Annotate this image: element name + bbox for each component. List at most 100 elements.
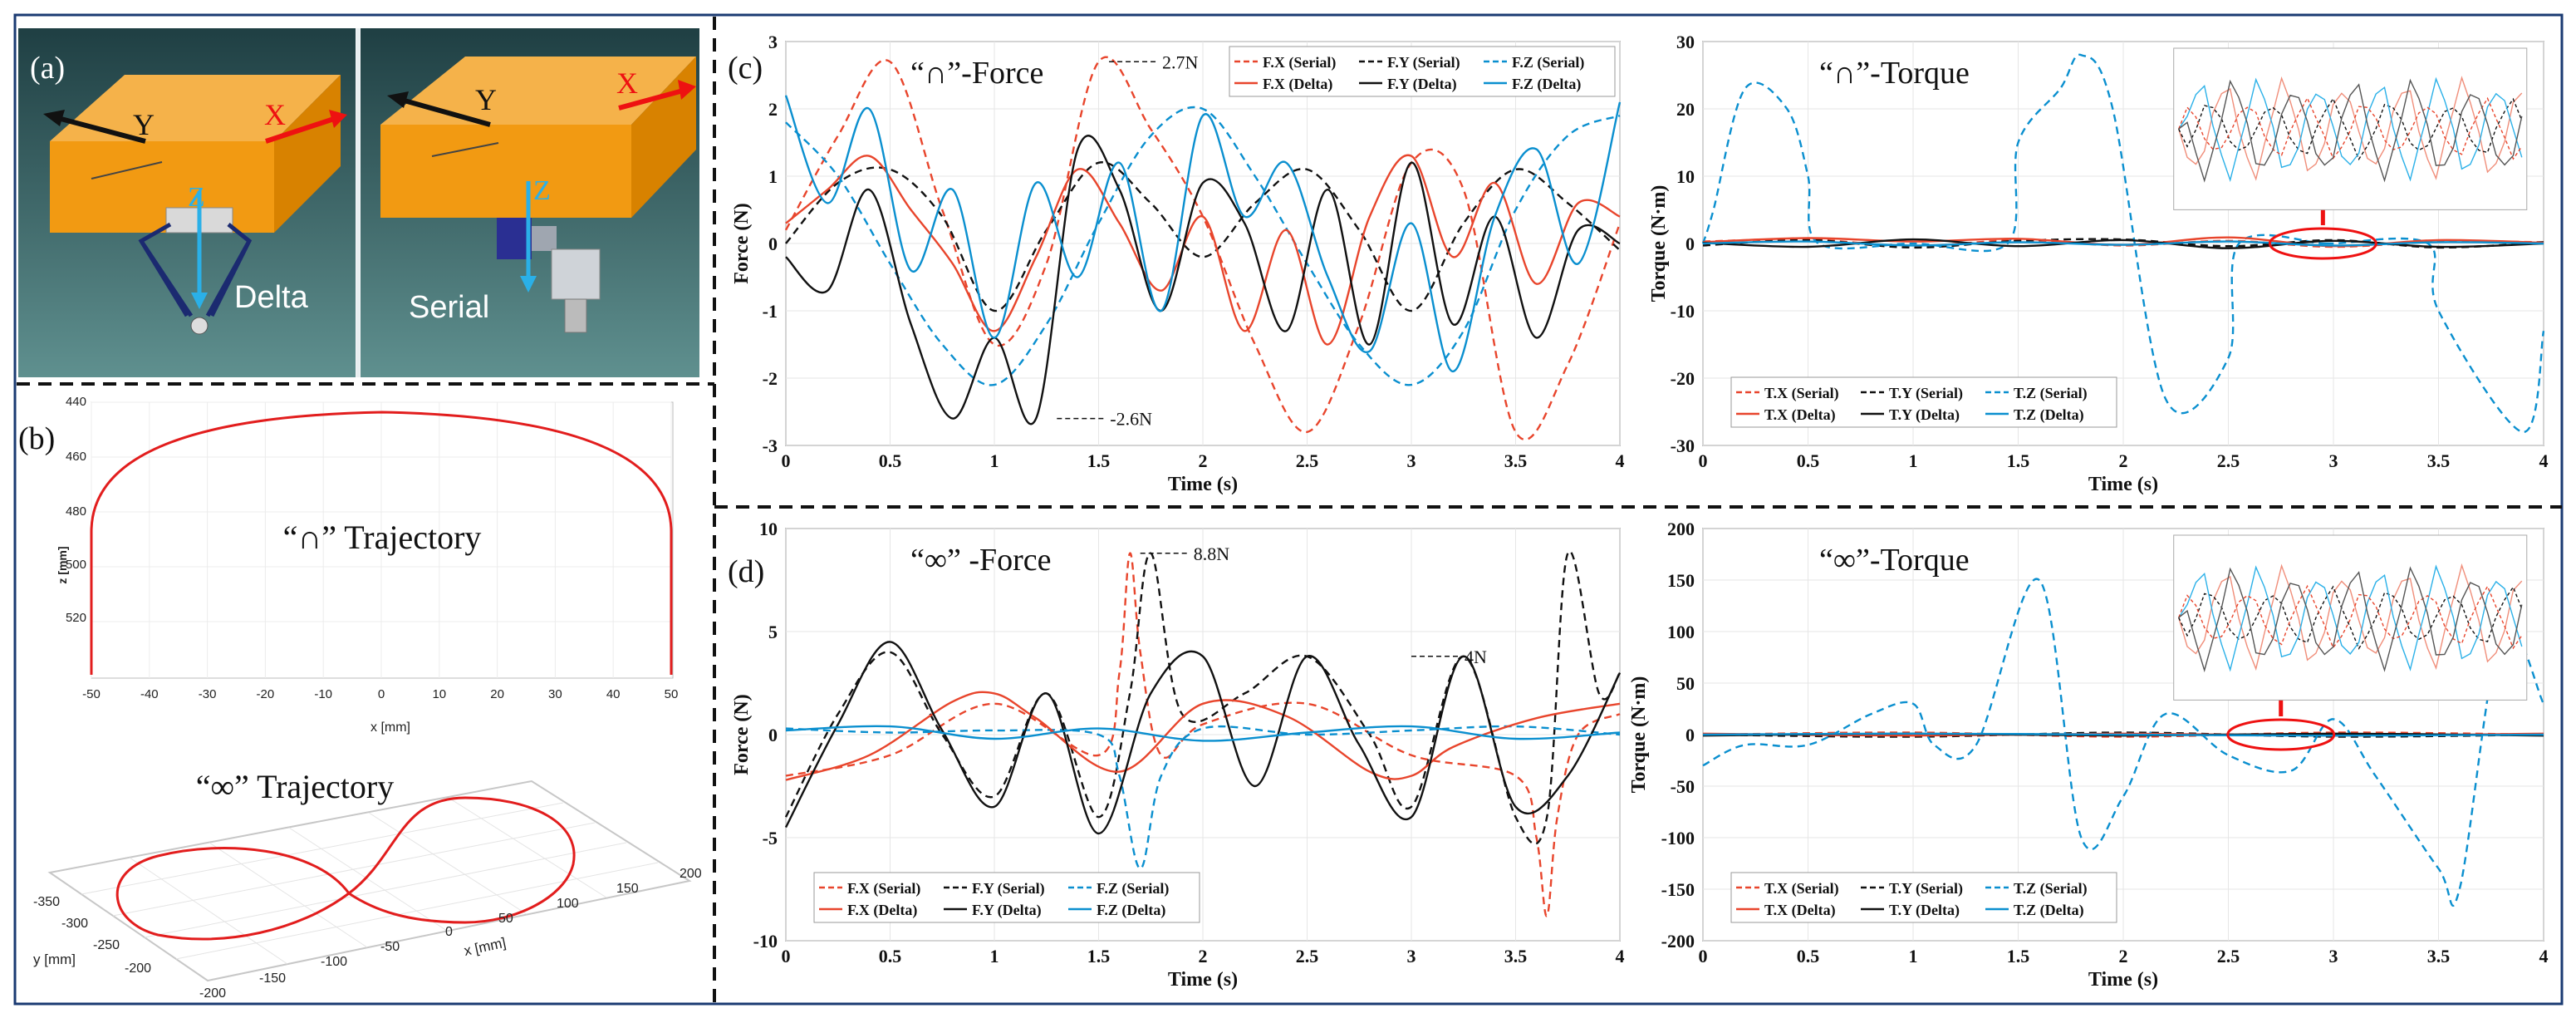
delta-block-side xyxy=(274,75,341,233)
x-tick-label: 2.5 xyxy=(1296,946,1319,966)
x-tick-label: 0.5 xyxy=(1797,946,1820,966)
trajectory-cap-curve xyxy=(90,411,673,675)
annotation-label: 8.8N xyxy=(1194,543,1230,564)
trajectory-infinity-yticks: -350 -300 -250 -200 xyxy=(33,895,151,976)
y-tick-label: 30 xyxy=(1676,32,1695,52)
zoom-inset xyxy=(2173,534,2528,701)
axis-y-arrow-serial xyxy=(395,96,491,127)
axis-x-arrow-delta xyxy=(265,116,337,144)
trajectory-infinity-title: “∞” Trajectory xyxy=(196,768,394,805)
zoom-inset-trace xyxy=(2178,76,2523,183)
zoom-inset-trace xyxy=(2178,78,2523,183)
legend-label: F.Y (Delta) xyxy=(972,902,1042,919)
y-tick-label: -100 xyxy=(1661,828,1695,848)
serial-block-side xyxy=(631,57,696,218)
chart-title: “∩”-Force xyxy=(910,56,1043,91)
xtick: 200 xyxy=(680,867,702,881)
legend-label: F.X (Serial) xyxy=(847,880,920,898)
chart-title: “∞”-Torque xyxy=(1819,543,1970,578)
x-tick-label: 3 xyxy=(2329,450,2338,471)
trajectory-cap-title: “∩” Trajectory xyxy=(283,519,482,556)
x-tick-label: 2 xyxy=(2119,450,2128,471)
legend-label: T.Y (Serial) xyxy=(1889,880,1963,898)
x-tick-label: 1.5 xyxy=(1087,946,1111,966)
chart-title: “∩”-Torque xyxy=(1819,56,1970,91)
ytick: -200 xyxy=(125,961,151,976)
trajectory-infinity-floor xyxy=(47,779,692,982)
x-tick-label: 2.5 xyxy=(1296,450,1319,471)
legend-label: F.Y (Serial) xyxy=(972,880,1045,898)
xtick: -50 xyxy=(82,687,101,701)
xtick: 30 xyxy=(548,687,562,701)
legend-label: F.Z (Delta) xyxy=(1097,902,1165,919)
y-tick-label: 5 xyxy=(768,622,778,642)
legend-label: T.X (Delta) xyxy=(1764,902,1836,919)
y-tick-label: 3 xyxy=(768,32,778,52)
x-tick-label: 1.5 xyxy=(1087,450,1111,471)
legend-label: T.Z (Delta) xyxy=(2014,406,2084,424)
panel-d-label: (d) xyxy=(728,554,764,589)
x-tick-label: 1 xyxy=(990,450,999,471)
series-line xyxy=(784,95,1622,373)
floor-grid xyxy=(175,862,659,960)
y-tick-label: -200 xyxy=(1661,931,1695,952)
x-axis-label: Time (s) xyxy=(2088,969,2158,991)
legend-box xyxy=(1229,46,1616,97)
series-line xyxy=(785,154,1621,346)
zoom-inset-trace xyxy=(2178,564,2523,672)
zoom-inset-trace xyxy=(2178,97,2523,161)
x-tick-label: 3 xyxy=(1407,450,1416,471)
serial-gripper xyxy=(551,248,601,300)
series-line xyxy=(1702,731,2544,738)
floor-grid xyxy=(209,842,368,948)
trajectory-cap-xlabel: x [mm] xyxy=(370,720,410,735)
y-tick-label: 200 xyxy=(1667,519,1695,539)
chart-d-force: 0 0.5 1 1.5 2 2.5 3 3.5 4 -10 -5 0 5 10 Time (s) Force … xyxy=(731,519,1625,991)
xtick: 0 xyxy=(445,925,453,939)
axis-y-arrowhead-delta xyxy=(43,110,65,126)
legend-label: F.X (Delta) xyxy=(1263,76,1332,93)
panel-b-label: (b) xyxy=(18,421,55,456)
xtick: 150 xyxy=(616,882,639,896)
y-axis-label: Force (N) xyxy=(731,203,753,284)
legend-label: T.Z (Serial) xyxy=(2014,385,2088,402)
y-tick-label: 100 xyxy=(1667,622,1695,642)
axis-y-label-serial: Y xyxy=(475,83,497,116)
floor-grid xyxy=(129,857,288,965)
x-tick-label: 2.5 xyxy=(2217,450,2240,471)
floor-grid xyxy=(448,797,607,898)
x-tick-label: 3 xyxy=(1407,946,1416,966)
serial-tool xyxy=(564,298,587,333)
x-tick-label: 1 xyxy=(1909,946,1918,966)
x-tick-label: 1.5 xyxy=(2007,450,2030,471)
axis-y-arrow-delta xyxy=(51,114,146,144)
floor-grid xyxy=(144,842,627,938)
x-tick-label: 4 xyxy=(1616,450,1625,471)
x-tick-label: 1 xyxy=(990,946,999,966)
xtick: 40 xyxy=(606,687,621,701)
x-tick-label: 2 xyxy=(1199,946,1208,966)
legend-box xyxy=(1730,376,2117,428)
delta-block-front xyxy=(50,141,274,233)
x-tick-label: 2.5 xyxy=(2217,946,2240,966)
zoom-inset-trace xyxy=(2178,566,2523,673)
trajectory-infinity-curve xyxy=(115,796,576,941)
axis-x-arrowhead-delta xyxy=(329,110,347,128)
axis-z-label-serial: Z xyxy=(533,175,551,206)
figure-frame xyxy=(13,13,2564,1006)
serial-link xyxy=(532,226,557,251)
y-tick-label: -20 xyxy=(1671,368,1695,389)
serial-block-top xyxy=(380,57,696,125)
x-tick-label: 3.5 xyxy=(1504,946,1528,966)
y-tick-label: 0 xyxy=(768,234,778,254)
zoom-inset xyxy=(2173,47,2528,210)
series-line xyxy=(785,161,1621,312)
legend-label: T.Y (Delta) xyxy=(1889,902,1960,919)
ytick: 460 xyxy=(66,450,86,464)
highlight-ellipse xyxy=(2226,718,2336,751)
axis-z-label-delta: Z xyxy=(188,182,205,213)
ytick: 480 xyxy=(66,504,86,519)
axis-x-arrowhead-serial xyxy=(678,80,696,100)
diagonal-mark-serial xyxy=(431,142,499,157)
xtick: 50 xyxy=(498,912,513,926)
